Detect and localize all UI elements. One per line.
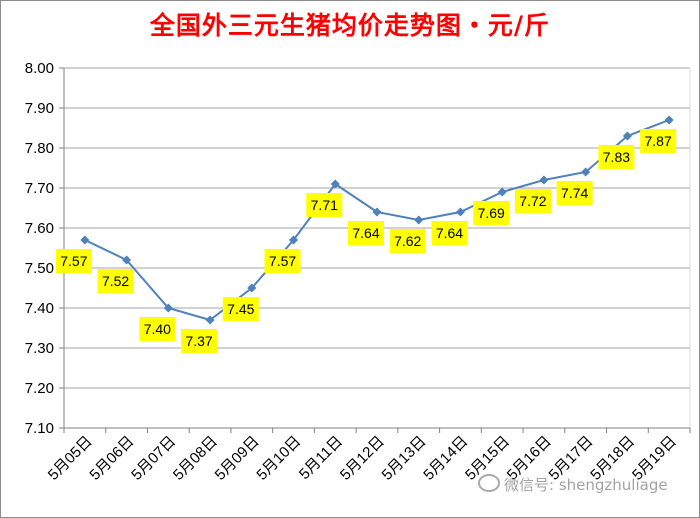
y-tick-label: 7.50 (25, 260, 54, 277)
data-label-text: 7.72 (519, 193, 546, 209)
data-label: 7.40 (139, 317, 176, 341)
data-label-text: 7.64 (436, 225, 463, 241)
x-tick-label: 5月12日 (337, 433, 388, 484)
data-label-text: 7.45 (227, 301, 254, 317)
data-label-text: 7.71 (311, 197, 338, 213)
data-label-text: 7.57 (269, 253, 296, 269)
data-label: 7.37 (181, 329, 218, 353)
data-label-text: 7.83 (603, 149, 630, 165)
data-label-text: 7.62 (394, 233, 421, 249)
x-tick-label: 5月14日 (420, 433, 471, 484)
data-label-background (389, 229, 426, 253)
data-label: 7.57 (264, 249, 301, 273)
watermark: 微信号: shengzhuliage (478, 474, 668, 495)
data-point (205, 315, 215, 325)
data-label-background (97, 269, 134, 293)
x-tick-label: 5月13日 (379, 433, 430, 484)
data-label: 7.57 (55, 249, 92, 273)
data-label-background (55, 249, 92, 273)
data-label-background (222, 297, 259, 321)
data-label-text: 7.64 (352, 225, 379, 241)
data-label: 7.64 (348, 221, 384, 245)
data-label-background (306, 193, 343, 217)
data-point (455, 207, 465, 217)
data-point (497, 187, 507, 197)
data-label-background (556, 181, 593, 205)
data-label-text: 7.57 (60, 253, 87, 269)
watermark-text: 微信号: shengzhuliage (504, 476, 668, 494)
data-point (330, 179, 340, 189)
x-tick-label: 5月07日 (128, 433, 179, 484)
y-tick-label: 7.60 (25, 220, 54, 237)
data-label: 7.45 (222, 297, 259, 321)
x-tick-label: 5月10日 (253, 433, 304, 484)
data-label: 7.83 (598, 145, 635, 169)
data-label-text: 7.74 (561, 185, 588, 201)
x-tick-label: 5月06日 (86, 433, 137, 484)
data-label: 7.64 (431, 221, 468, 245)
data-label-background (431, 221, 468, 245)
data-point (163, 303, 173, 313)
data-label: 7.71 (306, 193, 343, 217)
data-label: 7.62 (389, 229, 426, 253)
data-label-text: 7.87 (645, 133, 672, 149)
y-tick-label: 7.40 (25, 300, 54, 317)
data-label-background (181, 329, 218, 353)
data-point (247, 283, 257, 293)
data-label-background (473, 201, 510, 225)
x-tick-label: 5月08日 (170, 433, 221, 484)
data-label-background (348, 221, 384, 245)
data-label: 7.69 (473, 201, 510, 225)
data-label-text: 7.52 (102, 273, 129, 289)
data-label-background (514, 189, 551, 213)
y-tick-label: 7.80 (25, 140, 54, 157)
y-tick-label: 7.70 (25, 180, 54, 197)
y-tick-label: 7.20 (25, 380, 54, 397)
x-tick-label: 5月11日 (296, 433, 346, 483)
data-label-background (598, 145, 635, 169)
y-tick-label: 8.00 (25, 60, 54, 77)
chart-title: 全国外三元生猪均价走势图・元/斤 (149, 11, 551, 40)
series-line (84, 119, 670, 322)
data-point (414, 215, 424, 225)
data-label-background (640, 129, 677, 153)
y-tick-label: 7.10 (25, 420, 54, 437)
data-label: 7.87 (640, 129, 677, 153)
x-tick-label: 5月05日 (45, 433, 96, 484)
data-label-background (264, 249, 301, 273)
data-label: 7.52 (97, 269, 134, 293)
x-tick-label: 5月09日 (212, 433, 263, 484)
data-point (289, 235, 299, 245)
data-point (539, 175, 549, 185)
y-tick-label: 7.30 (25, 340, 54, 357)
data-point (664, 115, 674, 125)
y-tick-label: 7.90 (25, 100, 54, 117)
data-label-text: 7.69 (478, 205, 505, 221)
data-label-text: 7.37 (185, 333, 212, 349)
data-label: 7.72 (514, 189, 551, 213)
data-point (80, 235, 90, 245)
data-label-background (139, 317, 176, 341)
data-label: 7.74 (556, 181, 593, 205)
data-label-text: 7.40 (144, 321, 171, 337)
wechat-icon (478, 474, 500, 492)
